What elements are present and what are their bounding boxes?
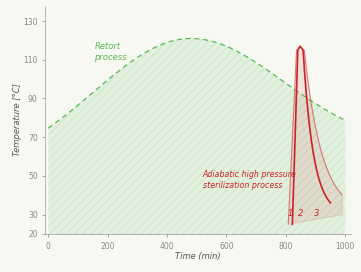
Text: Retort
process: Retort process (94, 42, 127, 63)
X-axis label: Time (min): Time (min) (175, 252, 221, 261)
Text: 3: 3 (314, 209, 320, 218)
Text: 2: 2 (298, 209, 303, 218)
Text: Adiabatic high pressure
sterilization process: Adiabatic high pressure sterilization pr… (203, 170, 297, 190)
Y-axis label: Temperature [°C]: Temperature [°C] (13, 83, 22, 156)
Text: 1: 1 (288, 209, 293, 218)
Polygon shape (288, 46, 342, 224)
